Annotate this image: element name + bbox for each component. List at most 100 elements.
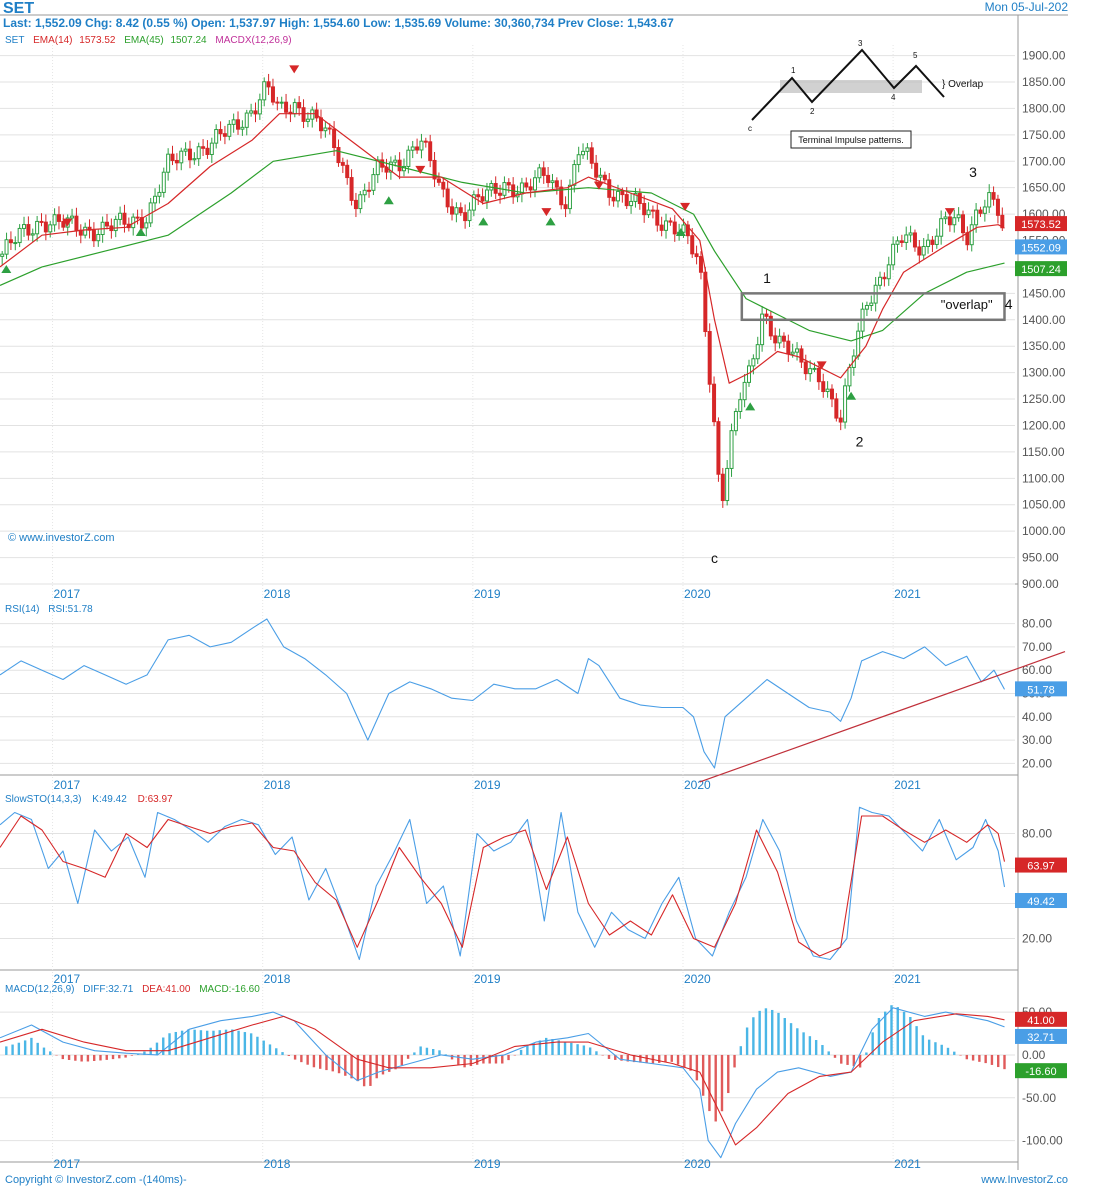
macd-histogram-bar: [871, 1032, 874, 1055]
candle-body: [415, 146, 420, 151]
macd-histogram-bar: [243, 1032, 247, 1055]
candle-body: [524, 182, 529, 188]
macd-histogram-bar: [934, 1042, 937, 1055]
macd-histogram-bar: [256, 1036, 259, 1055]
macd-histogram-bar: [174, 1031, 178, 1055]
candle-body: [56, 214, 61, 222]
macd-diff-line: [0, 1007, 1005, 1159]
candle-body: [463, 212, 468, 222]
candle-body: [192, 158, 197, 161]
price-legend: SET EMA(14) 1573.52 EMA(45) 1507.24 MACD…: [5, 35, 292, 46]
macd-histogram-bar: [513, 1054, 517, 1056]
year-label-2021-panel-0: 2021: [894, 587, 921, 601]
year-label-2018-panel-0: 2018: [264, 587, 291, 601]
macd-histogram-bar: [865, 1052, 868, 1055]
candle-body: [214, 129, 219, 144]
y-tick-label: 1150.00: [1022, 445, 1065, 459]
buy-signal-marker: [1, 264, 12, 273]
macd-histogram-bar: [187, 1029, 190, 1055]
footer-copyright: Copyright © InvestorZ.com -(140ms)-: [5, 1174, 187, 1186]
candle-body: [589, 147, 594, 164]
watermark: © www.investorZ.com: [8, 532, 115, 544]
candle-body: [266, 81, 271, 88]
macd-tag-bg: [1015, 1011, 1067, 1027]
macd-histogram-bar: [777, 1012, 780, 1055]
candle-body: [436, 178, 441, 183]
macd-histogram-bar: [953, 1051, 956, 1055]
macd-histogram-bar: [105, 1054, 108, 1060]
candle-body: [581, 150, 586, 156]
rsi-trendline: [699, 651, 1066, 783]
buy-signal-marker: [383, 196, 394, 205]
candle-body: [751, 358, 756, 367]
macd-histogram-bar: [488, 1054, 491, 1064]
year-label-2020-panel-0: 2020: [684, 587, 711, 601]
candle-body: [118, 212, 123, 220]
macd-histogram-bar: [130, 1054, 134, 1056]
macd-histogram-bar: [984, 1054, 987, 1064]
y-tick-label: -100.00: [1022, 1134, 1063, 1148]
inset-overlap-label: } Overlap: [942, 79, 984, 90]
candle-body: [655, 209, 660, 226]
candle-body: [768, 315, 773, 337]
candle-body: [336, 147, 341, 164]
macd-histogram-bar: [814, 1040, 818, 1055]
macd-histogram-bar: [727, 1054, 730, 1094]
macd-histogram-bar: [413, 1052, 416, 1055]
candle-body: [895, 240, 900, 245]
macd-histogram-bar: [49, 1051, 52, 1055]
candle-body: [712, 383, 717, 423]
macd-histogram-bar: [639, 1054, 642, 1063]
candle-body: [113, 218, 118, 232]
candle-body: [26, 224, 31, 236]
inset-label-3: 3: [858, 39, 863, 48]
macd-histogram-bar: [689, 1054, 692, 1071]
candle-body: [323, 127, 328, 132]
symbol-title: SET: [3, 0, 34, 17]
candle-body: [406, 149, 411, 167]
macd-histogram-bar: [369, 1054, 372, 1086]
candle-body: [153, 195, 158, 204]
legend-macdx: MACDX(12,26,9): [215, 35, 291, 46]
candle-body: [864, 304, 869, 310]
macd-histogram-bar: [997, 1054, 1000, 1068]
candle-body: [952, 217, 957, 226]
candle-body: [528, 186, 533, 191]
stoch-tag-label: 63.97: [1027, 861, 1055, 873]
candle-body: [358, 194, 363, 210]
candle-body: [642, 203, 647, 216]
candle-body: [585, 147, 590, 152]
candle-body: [672, 221, 677, 235]
macd-histogram-bar: [432, 1049, 435, 1055]
macd-histogram-bar: [406, 1054, 410, 1059]
year-label-2019-panel-2: 2019: [474, 972, 501, 986]
candle-body: [926, 239, 931, 247]
macd-histogram-bar: [419, 1046, 422, 1055]
y-tick-label: 1700.00: [1022, 154, 1066, 168]
candle-body: [371, 174, 376, 191]
y-tick-label: 40.00: [1022, 710, 1052, 724]
macd-histogram-bar: [771, 1009, 774, 1055]
candle-body: [279, 101, 284, 104]
macd-histogram-bar: [444, 1054, 447, 1055]
candle-body: [480, 196, 485, 202]
candle-body: [939, 218, 944, 237]
year-label-2018-panel-3: 2018: [264, 1157, 291, 1171]
macd-histogram-bar: [683, 1054, 686, 1068]
macd-histogram-bar: [551, 1039, 554, 1055]
y-tick-label: 1350.00: [1022, 339, 1066, 353]
candle-body: [375, 159, 380, 176]
macd-histogram-bar: [852, 1054, 856, 1067]
candle-body: [637, 192, 642, 205]
macd-histogram-bar: [80, 1054, 83, 1062]
macd-histogram-bar: [501, 1054, 504, 1064]
y-tick-label: 900.00: [1022, 577, 1059, 591]
candle-body: [733, 410, 738, 432]
footer-site: www.InvestorZ.co: [980, 1174, 1068, 1186]
macd-histogram-bar: [463, 1054, 466, 1068]
candle-body: [869, 302, 874, 306]
inset-title: Terminal Impulse patterns.: [798, 135, 904, 145]
candle-body: [716, 421, 721, 475]
inset-label-1: 1: [791, 66, 796, 75]
